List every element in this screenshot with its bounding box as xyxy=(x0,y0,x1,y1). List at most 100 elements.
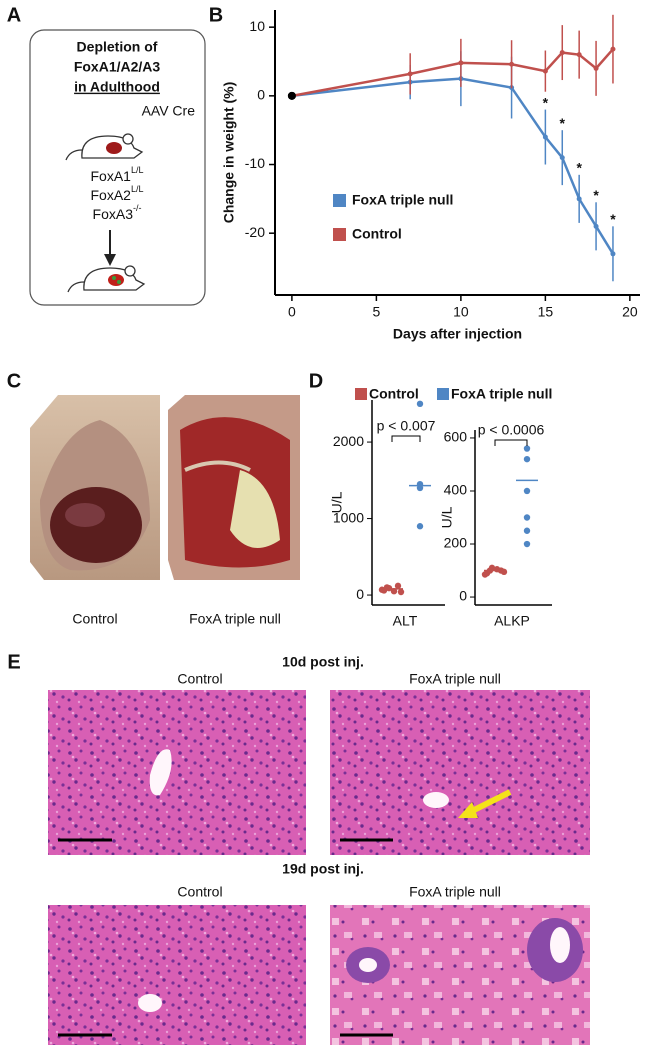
point xyxy=(416,523,424,530)
photo-caption: Control xyxy=(72,611,117,627)
histology-image xyxy=(330,905,590,1045)
point xyxy=(416,400,424,408)
point xyxy=(523,514,531,521)
gene-name: FoxA1 xyxy=(91,168,132,184)
point xyxy=(610,251,616,257)
gene-sup: L/L xyxy=(131,184,144,194)
point xyxy=(378,586,386,593)
point xyxy=(493,566,501,573)
gene: FoxA2L/L xyxy=(91,184,144,202)
photo-caption: FoxA triple null xyxy=(189,611,281,627)
mouse-icon xyxy=(65,133,144,161)
x-tick-label: 15 xyxy=(538,304,554,320)
row-title: 19d post inj. xyxy=(282,861,364,877)
p-value: p < 0.0006 xyxy=(478,422,545,438)
gene-name: FoxA3 xyxy=(93,206,134,222)
bracket xyxy=(391,435,421,442)
title-line: Depletion of xyxy=(77,39,158,55)
y-tick-label: 2000 xyxy=(333,433,364,449)
significance: * xyxy=(610,211,616,227)
point xyxy=(559,155,565,161)
photo xyxy=(30,395,160,580)
significance: * xyxy=(560,115,566,131)
point xyxy=(610,46,616,52)
point xyxy=(559,50,565,56)
y-tick-label: 600 xyxy=(444,429,468,445)
x-tick-label: 0 xyxy=(288,304,296,320)
panel-box xyxy=(29,29,206,306)
point xyxy=(523,527,531,534)
x-axis-label: ALKP xyxy=(494,613,530,629)
point xyxy=(523,487,531,495)
gene-sup: -/- xyxy=(133,203,142,213)
y-tick-label: 400 xyxy=(444,482,468,498)
point xyxy=(523,540,531,548)
legend-label: FoxA triple null xyxy=(352,192,453,208)
treatment: AAV Cre xyxy=(142,103,196,119)
y-tick-label: 10 xyxy=(249,18,265,34)
x-tick-label: 5 xyxy=(372,304,380,320)
panel-label: D xyxy=(309,370,323,392)
histology-image xyxy=(48,690,306,855)
significance: * xyxy=(543,94,549,110)
arrow xyxy=(104,230,116,266)
legend-label: FoxA triple null xyxy=(451,386,552,402)
panel-label: C xyxy=(7,370,21,392)
x-axis-label: ALT xyxy=(393,613,418,629)
point xyxy=(542,68,548,74)
x-axis-label: Days after injection xyxy=(393,326,522,342)
image-caption: FoxA triple null xyxy=(409,671,501,687)
point xyxy=(481,571,489,578)
point xyxy=(576,52,582,58)
legend-swatch xyxy=(333,228,346,241)
series-line xyxy=(291,77,615,255)
y-tick-label: 0 xyxy=(356,586,364,602)
point xyxy=(593,65,599,71)
y-tick-label: 0 xyxy=(257,87,265,103)
gene-list: FoxA1L/L FoxA2L/L FoxA3-/- xyxy=(91,165,144,221)
photo xyxy=(168,395,300,580)
image-caption: FoxA triple null xyxy=(409,884,501,900)
y-tick-label: 0 xyxy=(459,588,467,604)
point xyxy=(500,568,508,576)
gene: FoxA1L/L xyxy=(91,165,144,183)
panel-label: E xyxy=(7,651,20,673)
legend-swatch xyxy=(355,388,367,400)
panel-label: A xyxy=(7,4,21,26)
series-line xyxy=(291,48,614,98)
y-axis-label: U/L xyxy=(439,506,455,528)
y-tick-label: -10 xyxy=(245,155,265,171)
point xyxy=(576,196,582,202)
point xyxy=(523,445,531,452)
significance: * xyxy=(593,187,599,203)
histology-image xyxy=(48,905,306,1045)
image-caption: Control xyxy=(177,884,222,900)
panel-label: B xyxy=(209,4,223,26)
point xyxy=(509,61,515,67)
title-line: in Adulthood xyxy=(74,79,160,95)
point xyxy=(407,71,413,77)
x-tick-label: 20 xyxy=(622,304,638,320)
point xyxy=(593,223,599,229)
histology-image xyxy=(330,690,590,855)
y-tick-label: -20 xyxy=(245,224,265,240)
x-tick-label: 10 xyxy=(453,304,469,320)
gene: FoxA3-/- xyxy=(93,203,142,221)
significance: * xyxy=(576,160,582,176)
image-caption: Control xyxy=(177,671,222,687)
y-tick-label: 200 xyxy=(444,535,468,551)
y-tick-label: 1000 xyxy=(333,509,364,525)
gene-sup: L/L xyxy=(131,165,144,175)
title-line: FoxA1/A2/A3 xyxy=(74,59,161,75)
gene-name: FoxA2 xyxy=(91,187,132,203)
point xyxy=(397,588,405,596)
point xyxy=(458,60,464,66)
point xyxy=(523,455,531,463)
p-value: p < 0.007 xyxy=(377,418,436,434)
y-axis-label: Change in weight (%) xyxy=(221,82,237,224)
mouse-icon xyxy=(67,265,146,293)
y-axis-label: U/L xyxy=(329,491,345,513)
legend-swatch xyxy=(333,194,346,207)
bracket xyxy=(494,439,528,446)
